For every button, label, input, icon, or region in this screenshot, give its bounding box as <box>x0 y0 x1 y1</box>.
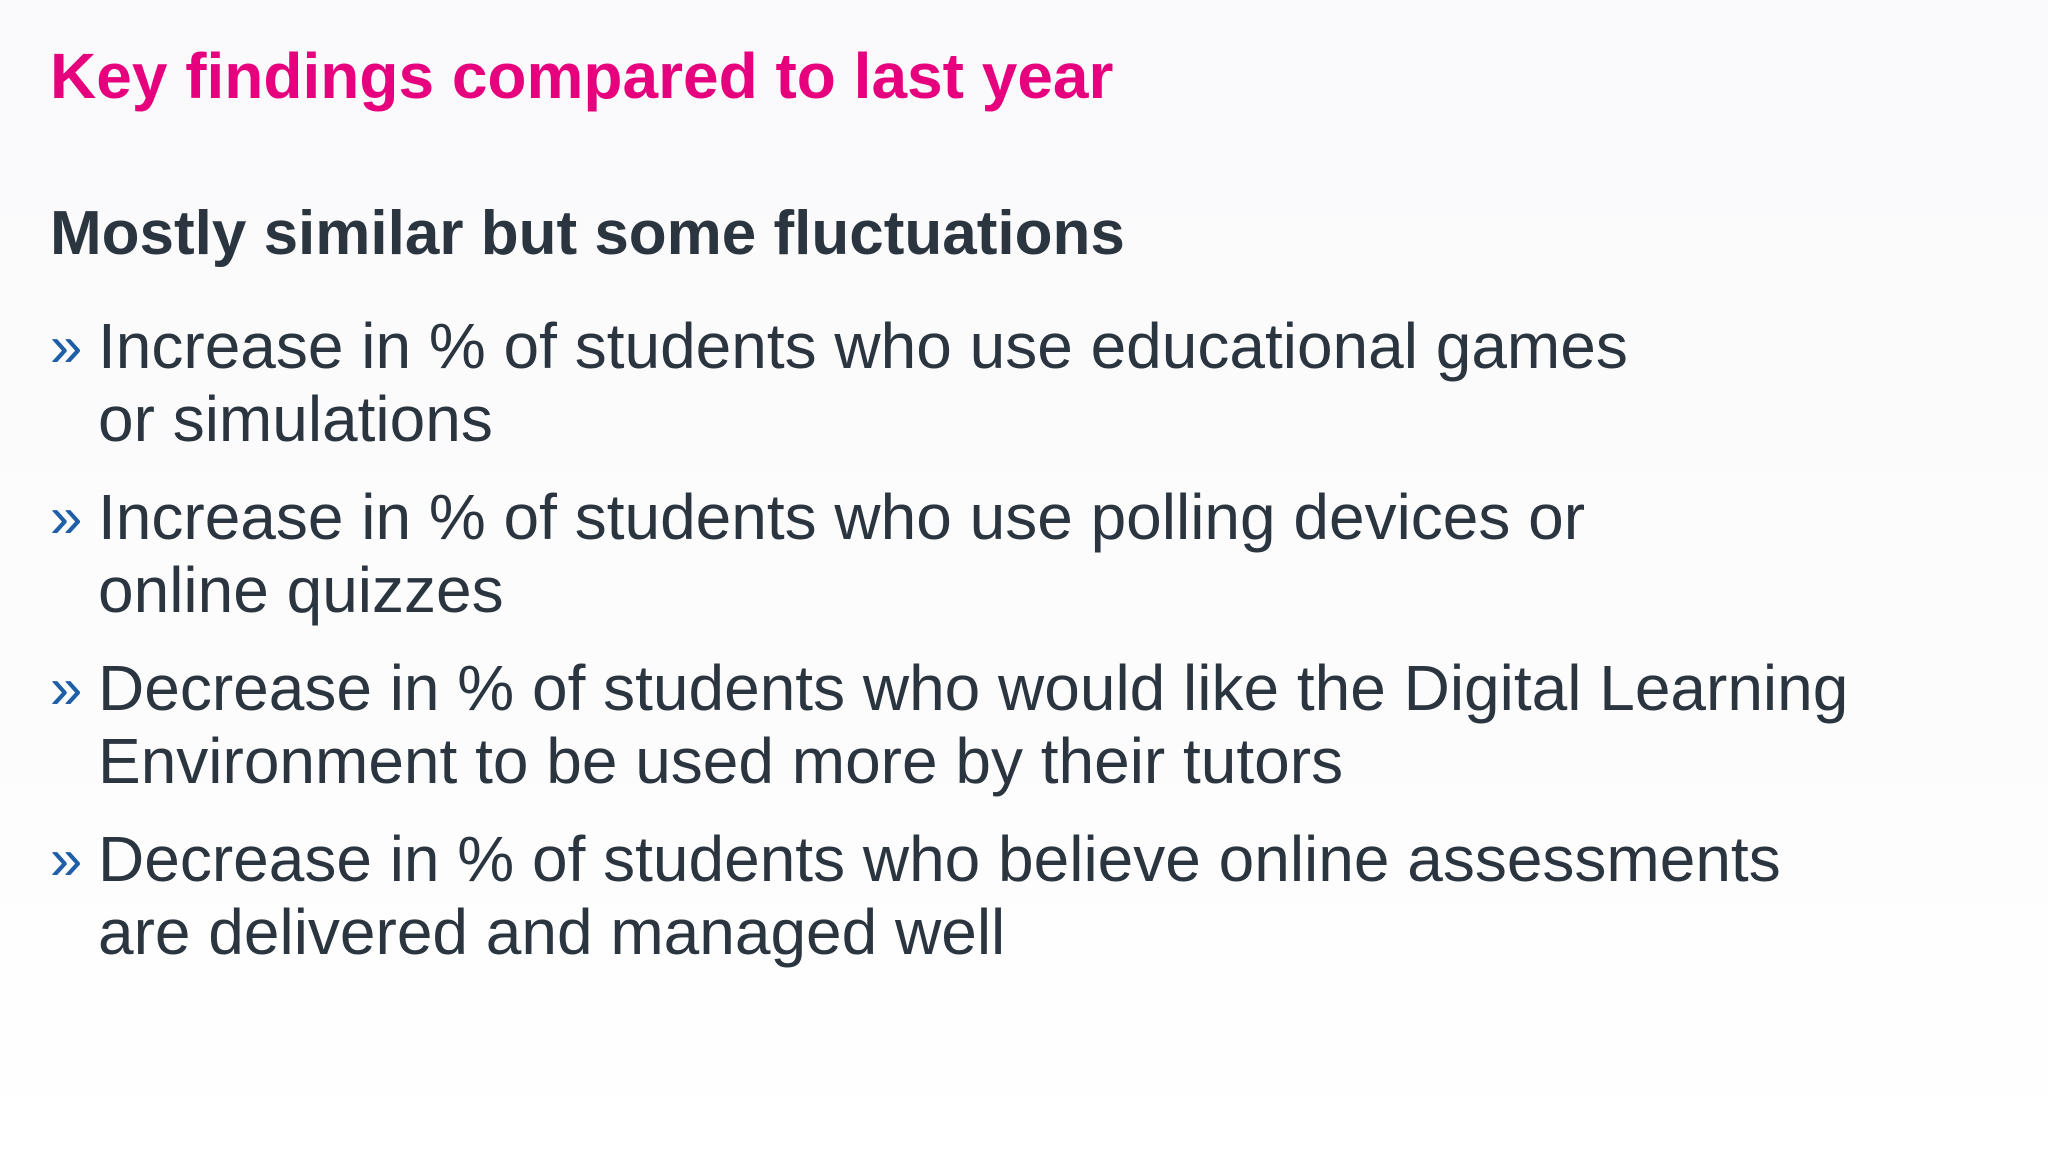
chevron-double-right-icon: » <box>50 485 83 550</box>
bullet-list: » Increase in % of students who use educ… <box>50 310 2010 994</box>
bullet-item: » Increase in % of students who use educ… <box>50 310 2010 456</box>
slide-title: Key findings compared to last year <box>50 40 1114 112</box>
bullet-text: Increase in % of students who use pollin… <box>98 481 1586 626</box>
bullet-text: Decrease in % of students who would like… <box>98 652 1849 797</box>
chevron-double-right-icon: » <box>50 827 83 892</box>
bullet-text: Increase in % of students who use educat… <box>98 310 1628 455</box>
chevron-double-right-icon: » <box>50 656 83 721</box>
bullet-item: » Decrease in % of students who would li… <box>50 652 2010 798</box>
bullet-item: » Increase in % of students who use poll… <box>50 481 2010 627</box>
bullet-text: Decrease in % of students who believe on… <box>98 823 1781 968</box>
slide-subtitle: Mostly similar but some fluctuations <box>50 199 1125 268</box>
bullet-item: » Decrease in % of students who believe … <box>50 823 2010 969</box>
chevron-double-right-icon: » <box>50 314 83 379</box>
